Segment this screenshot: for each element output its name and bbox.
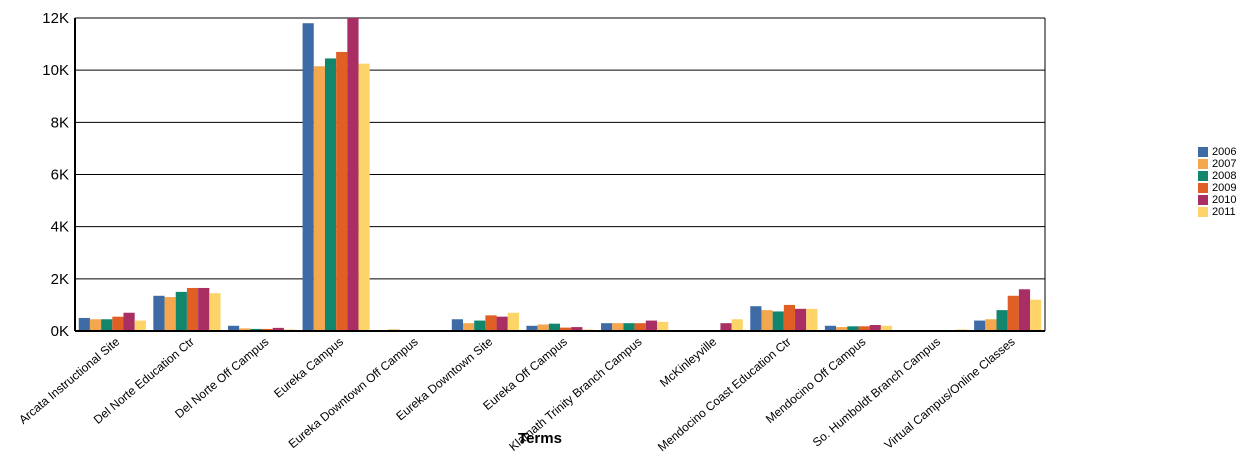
- bar: [175, 291, 187, 331]
- legend-swatch: [1198, 195, 1208, 205]
- bar: [806, 308, 818, 331]
- bar: [645, 320, 657, 331]
- bar: [560, 327, 572, 331]
- bar: [451, 319, 463, 331]
- bar: [261, 328, 273, 331]
- x-tick-label: Klamath Trinity Branch Campus: [506, 335, 644, 454]
- y-tick-label: 10K: [42, 62, 69, 79]
- bar: [496, 316, 508, 331]
- x-tick-label: Eureka Campus: [271, 335, 346, 401]
- bar: [761, 310, 773, 331]
- bar: [485, 315, 497, 331]
- bar: [869, 325, 881, 331]
- bar: [347, 18, 359, 331]
- bar: [324, 58, 337, 331]
- bar: [824, 325, 837, 331]
- legend-swatch: [1198, 147, 1208, 157]
- bar: [974, 320, 986, 331]
- bar: [750, 306, 762, 331]
- bar: [634, 323, 646, 331]
- legend-label: 2007: [1212, 158, 1236, 170]
- legend-label: 2006: [1212, 146, 1236, 158]
- bar: [313, 66, 325, 332]
- bar: [772, 311, 784, 331]
- bar: [358, 63, 370, 331]
- bar: [731, 319, 743, 331]
- bar: [239, 328, 251, 331]
- x-tick-label: Virtual Campus/Online Classes: [882, 335, 1018, 452]
- x-tick-label: Mendocino Coast Education Ctr: [655, 335, 794, 455]
- legend-swatch: [1198, 207, 1208, 217]
- x-tick-label: McKinleyville: [657, 334, 719, 390]
- bar: [720, 323, 732, 331]
- bar: [783, 304, 796, 331]
- y-tick-label: 12K: [42, 10, 69, 27]
- bar: [612, 323, 624, 331]
- bar: [89, 319, 102, 331]
- bar: [1030, 299, 1042, 331]
- bar: [623, 323, 635, 331]
- bar: [1018, 289, 1031, 331]
- bar: [209, 293, 221, 331]
- bar: [526, 325, 538, 331]
- legend-label: 2008: [1212, 170, 1236, 182]
- bar: [336, 51, 348, 332]
- bar: [112, 316, 124, 331]
- legend-label: 2010: [1212, 194, 1236, 206]
- y-tick-label: 4K: [51, 219, 69, 236]
- bar: [101, 319, 113, 331]
- bar: [795, 308, 807, 331]
- legend-swatch: [1198, 183, 1208, 193]
- legend-swatch: [1198, 159, 1208, 169]
- bar: [847, 326, 859, 331]
- bar: [123, 312, 135, 331]
- y-tick-label: 6K: [51, 167, 69, 184]
- bar: [601, 323, 613, 331]
- y-tick-label: 2K: [51, 271, 69, 288]
- bar: [198, 287, 210, 331]
- legend-swatch: [1198, 171, 1208, 181]
- bar: [78, 317, 90, 331]
- bar: [507, 312, 519, 331]
- y-tick-label: 0K: [51, 323, 69, 340]
- x-tick-label: So. Humboldt Branch Campus: [810, 335, 943, 450]
- bar: [858, 326, 870, 331]
- bar: [153, 295, 165, 331]
- bar: [164, 297, 176, 331]
- bar: [836, 327, 848, 331]
- legend-label: 2011: [1212, 206, 1236, 218]
- bar: [571, 327, 583, 331]
- bar: [996, 310, 1008, 331]
- bar: [474, 320, 486, 331]
- bar: [657, 321, 669, 331]
- bar: [302, 23, 314, 331]
- x-axis-title: Terms: [518, 430, 562, 447]
- bar: [186, 287, 199, 331]
- y-tick-label: 8K: [51, 114, 69, 131]
- bar: [548, 323, 560, 331]
- bar: [272, 327, 284, 331]
- bar: [134, 320, 146, 331]
- bar: [1007, 295, 1019, 331]
- bar: [250, 328, 262, 331]
- bar: [880, 325, 893, 331]
- bar: [463, 323, 475, 331]
- bar: [985, 319, 997, 331]
- bar: [537, 324, 549, 331]
- x-tick-label: Eureka Downtown Off Campus: [286, 335, 421, 451]
- bar: [227, 325, 240, 331]
- legend-label: 2009: [1212, 182, 1236, 194]
